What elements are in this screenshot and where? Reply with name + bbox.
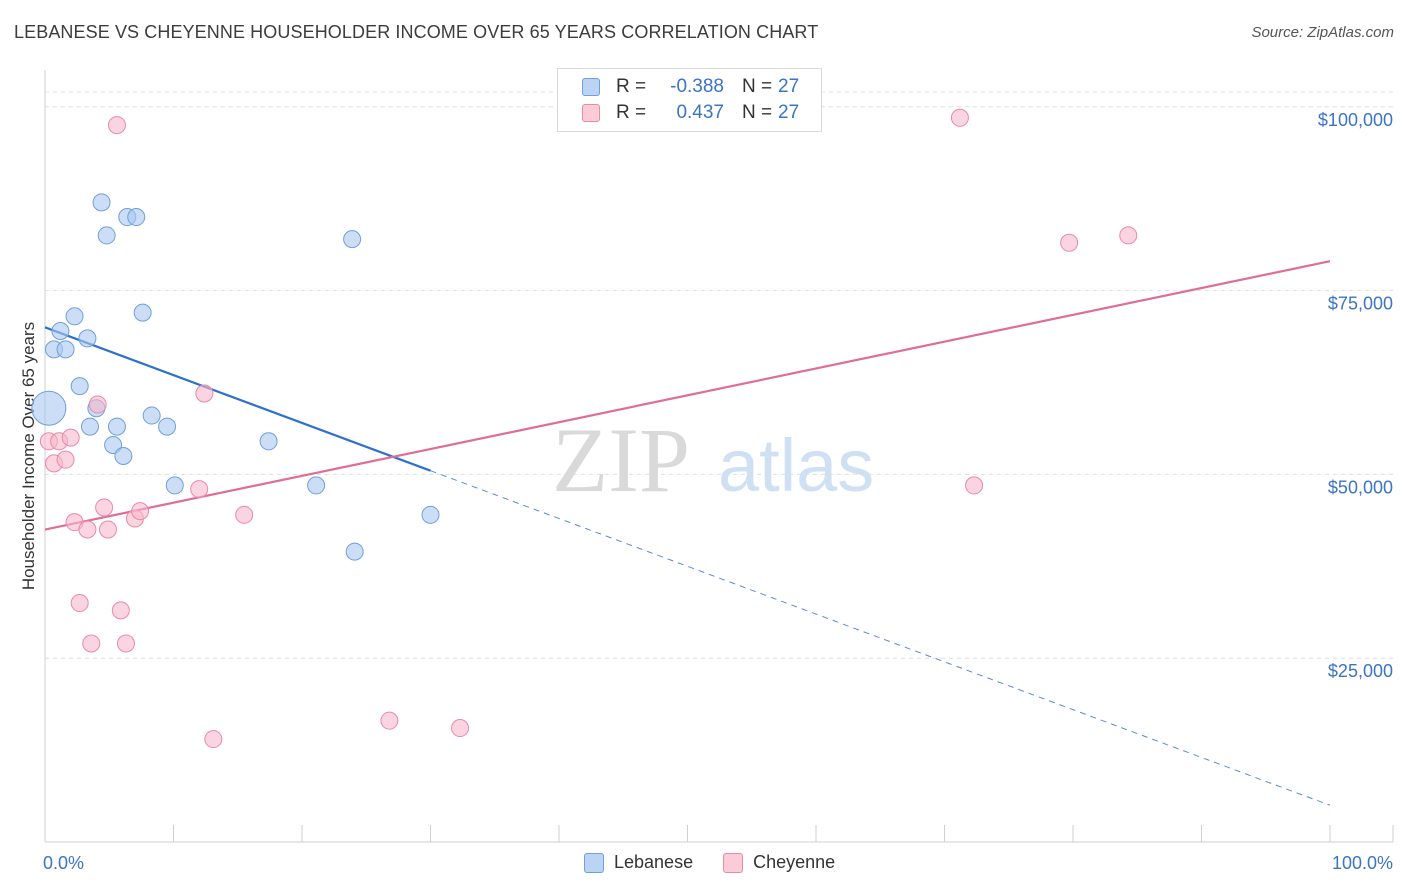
point-lebanese [165,476,184,495]
point-lebanese [97,226,116,245]
trend-lines [44,260,1331,806]
point-cheyenne [1060,233,1079,252]
point-lebanese [127,208,146,227]
stats-legend: R = -0.388 N = 27 R = 0.437 N = 27 [557,68,822,132]
point-cheyenne [70,594,89,613]
r-label: R = [616,76,647,97]
point-lebanese [259,432,278,451]
point-cheyenne [95,498,114,517]
data-points [31,108,1138,749]
cheyenne-swatch [582,104,600,122]
point-cheyenne [131,502,150,521]
n-value: 27 [778,76,800,97]
point-lebanese [56,340,75,359]
lebanese-swatch [582,78,600,96]
lebanese-swatch [584,852,604,873]
point-lebanese [51,322,70,341]
trend-line-lebanese [44,326,431,472]
r-label: R = [616,102,647,123]
x-tick-label: 100.0% [1332,853,1393,873]
point-cheyenne [107,116,126,135]
y-tick-label: $75,000 [1328,294,1393,314]
point-lebanese [104,435,123,454]
y-tick-label: $50,000 [1328,477,1393,497]
gridlines [45,91,1393,659]
point-cheyenne [950,108,969,127]
point-lebanese [158,417,177,436]
n-label: N = [742,102,773,123]
series-legend: Lebanese Cheyenne [584,852,865,873]
point-cheyenne [116,634,135,653]
point-lebanese [78,329,97,348]
legend-label: Lebanese [614,852,694,872]
point-cheyenne [204,730,223,749]
x-tick-label: 0.0% [43,853,84,873]
legend-row-lebanese: R = -0.388 N = 27 [582,75,799,99]
legend-item-lebanese[interactable]: Lebanese [584,852,693,873]
point-lebanese [114,447,133,465]
point-lebanese [92,193,111,212]
y-tick-label: $25,000 [1328,661,1393,681]
source-label: Source: ZipAtlas.com [1251,24,1394,41]
watermark-zip: ZIP [552,409,690,511]
point-lebanese [421,505,440,524]
point-lebanese [70,377,89,396]
legend-row-cheyenne: R = 0.437 N = 27 [582,101,799,125]
point-cheyenne [61,428,80,447]
point-cheyenne [235,505,254,524]
point-cheyenne [1119,226,1138,245]
point-cheyenne [111,601,130,620]
point-cheyenne [82,634,101,653]
point-cheyenne [88,395,107,414]
point-lebanese [107,417,126,436]
point-lebanese [343,230,362,249]
point-lebanese [80,417,99,436]
tick-labels: $25,000 $50,000 $75,000 $100,000 0.0% 100.0% [43,110,1393,873]
n-label: N = [742,76,773,97]
n-value: 27 [778,102,800,123]
point-cheyenne [98,520,117,539]
y-tick-label: $100,000 [1318,110,1393,130]
point-cheyenne [451,719,470,738]
point-cheyenne [965,476,984,495]
trend-line-cheyenne [44,260,1331,531]
point-lebanese [133,303,152,322]
trend-extension-lebanese [430,470,1331,806]
legend-item-cheyenne[interactable]: Cheyenne [723,852,835,873]
point-lebanese [31,390,67,426]
cheyenne-swatch [723,852,744,873]
point-cheyenne [195,384,214,403]
point-cheyenne [56,450,75,469]
point-lebanese [65,307,84,326]
r-value: 0.437 [676,102,724,123]
point-cheyenne [78,520,97,539]
point-lebanese [307,476,326,495]
point-lebanese [142,406,161,425]
point-cheyenne [380,711,399,730]
point-cheyenne [190,480,209,499]
legend-label: Cheyenne [753,852,836,872]
chart-title: LEBANESE VS CHEYENNE HOUSEHOLDER INCOME … [14,22,819,42]
point-lebanese [345,542,364,561]
r-value: -0.388 [670,76,724,97]
watermark-atlas: atlas [718,424,874,507]
axes [44,70,1394,843]
